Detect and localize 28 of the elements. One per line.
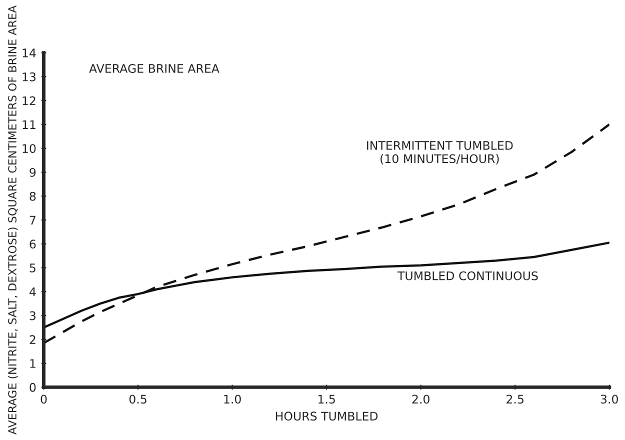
y-tick-label: 8 xyxy=(30,192,36,201)
line-series xyxy=(44,123,610,344)
series-label: INTERMITTENT TUMBLED (10 MINUTES/HOUR) xyxy=(367,141,513,165)
x-tick-label: 0 xyxy=(40,394,47,404)
y-tick-label: 5 xyxy=(30,264,36,272)
y-tick-label: 0 xyxy=(30,382,36,392)
x-tick-label: 3.0 xyxy=(600,394,618,404)
series-label: TUMBLED CONTINUOUS xyxy=(397,271,538,280)
y-tick-label: 1 xyxy=(30,359,36,368)
y-tick-label: 3 xyxy=(30,311,36,320)
y-tick-label: 6 xyxy=(30,240,36,249)
y-tick-label: 14 xyxy=(22,48,36,58)
y-tick-label: 9 xyxy=(30,168,36,177)
y-tick-label: 7 xyxy=(30,216,36,224)
y-tick-label: 2 xyxy=(30,335,36,344)
text: AVERAGE BRINE AREA xyxy=(89,64,220,73)
x-axis-title: HOURS TUMBLED xyxy=(276,412,378,421)
y-tick-label: 12 xyxy=(22,96,36,106)
x-tick-label: 1.0 xyxy=(224,394,241,404)
y-tick-label: 11 xyxy=(22,120,36,129)
y-tick-label: 4 xyxy=(30,288,36,296)
x-tick-label: 1.5 xyxy=(318,394,335,404)
x-tick-label: 2.5 xyxy=(506,394,524,404)
x-tick-label: 2.0 xyxy=(412,394,430,404)
x-tick-label: 0.5 xyxy=(129,394,146,404)
y-tick-label: 10 xyxy=(22,144,36,153)
y-axis-title: AVERAGE (NITRITE, SALT, DEXTROSE) SQUARE CENTIMETERS OF BRINE AREA xyxy=(8,5,18,435)
y-tick-label: 13 xyxy=(22,72,36,82)
